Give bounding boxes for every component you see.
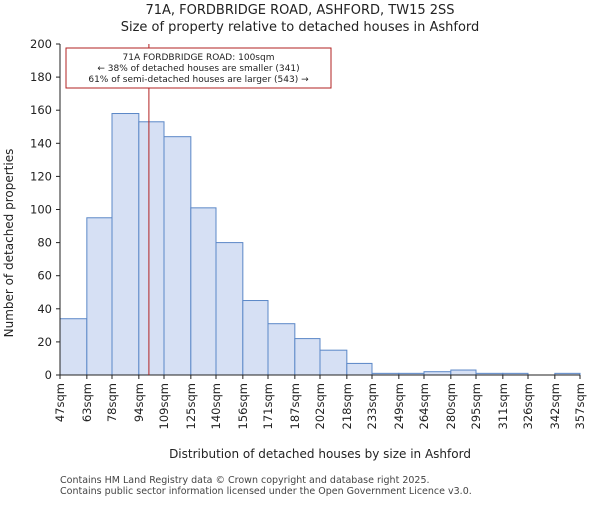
x-tick-label: 140sqm [209, 383, 223, 429]
y-axis: 0 20 40 60 80 100 120 140 160 180 200 [30, 37, 61, 382]
y-tick-label: 100 [30, 203, 52, 217]
y-tick-label: 160 [30, 103, 52, 117]
y-tick-label: 40 [37, 302, 52, 316]
histogram-bar [215, 242, 244, 376]
x-tick-label: 171sqm [261, 383, 275, 429]
x-axis: 47sqm 63sqm 78sqm 94sqm 109sqm 125sqm 140sqm 15… [53, 374, 587, 429]
y-tick-label: 60 [37, 269, 52, 283]
annotation-line: ← 38% of detached houses are smaller (34… [97, 64, 299, 74]
x-axis-label: Distribution of detached houses by size … [169, 447, 471, 461]
histogram-bar [319, 349, 348, 376]
y-axis-label: Number of detached properties [2, 149, 16, 338]
x-tick-label: 218sqm [340, 383, 354, 429]
histogram-bar [138, 121, 165, 376]
x-tick-label: 109sqm [157, 383, 171, 429]
histogram-bar [86, 217, 113, 376]
histogram-bar [346, 362, 373, 376]
x-tick-label: 47sqm [53, 383, 67, 422]
histogram-bar [242, 300, 269, 376]
y-tick-label: 120 [30, 169, 52, 183]
histogram-bar [163, 136, 192, 376]
histogram-bar [267, 323, 296, 376]
x-tick-label: 326sqm [521, 383, 535, 429]
histogram-bar [59, 318, 88, 376]
footer-line-2: Contains public sector information licen… [60, 486, 472, 497]
chart-title: 71A, FORDBRIDGE ROAD, ASHFORD, TW15 2SS [145, 3, 454, 18]
y-tick-label: 20 [37, 335, 52, 349]
y-tick-label: 0 [45, 368, 52, 382]
bars-group [59, 113, 581, 376]
histogram-bar [450, 369, 477, 376]
histogram-bar [111, 113, 140, 376]
x-tick-label: 94sqm [132, 383, 146, 422]
x-tick-label: 156sqm [236, 383, 250, 429]
x-tick-label: 264sqm [417, 383, 431, 429]
y-tick-label: 200 [30, 37, 52, 51]
y-tick-label: 80 [37, 236, 52, 250]
annotation-line: 71A FORDBRIDGE ROAD: 100sqm [123, 53, 275, 63]
x-tick-label: 280sqm [444, 383, 458, 429]
x-tick-label: 187sqm [288, 383, 302, 429]
histogram-bar [190, 207, 217, 376]
x-tick-label: 295sqm [469, 383, 483, 429]
x-tick-label: 202sqm [313, 383, 327, 429]
x-tick-label: 249sqm [392, 383, 406, 429]
x-tick-label: 125sqm [184, 383, 198, 429]
annotation-box [65, 47, 332, 89]
annotation-line: 61% of semi-detached houses are larger (… [88, 75, 309, 85]
histogram-bar [294, 338, 321, 376]
x-tick-label: 233sqm [365, 383, 379, 429]
x-tick-label: 63sqm [80, 383, 94, 422]
footer-line-1: Contains HM Land Registry data © Crown c… [60, 475, 430, 486]
marker-group: 71A FORDBRIDGE ROAD: 100sqm← 38% of deta… [65, 44, 332, 375]
y-tick-label: 180 [30, 70, 52, 84]
x-tick-label: 357sqm [573, 383, 587, 429]
x-tick-label: 78sqm [105, 383, 119, 422]
y-tick-label: 140 [30, 136, 52, 150]
x-tick-label: 342sqm [548, 383, 562, 429]
chart-subtitle: Size of property relative to detached ho… [121, 20, 480, 35]
x-tick-label: 311sqm [496, 383, 510, 429]
